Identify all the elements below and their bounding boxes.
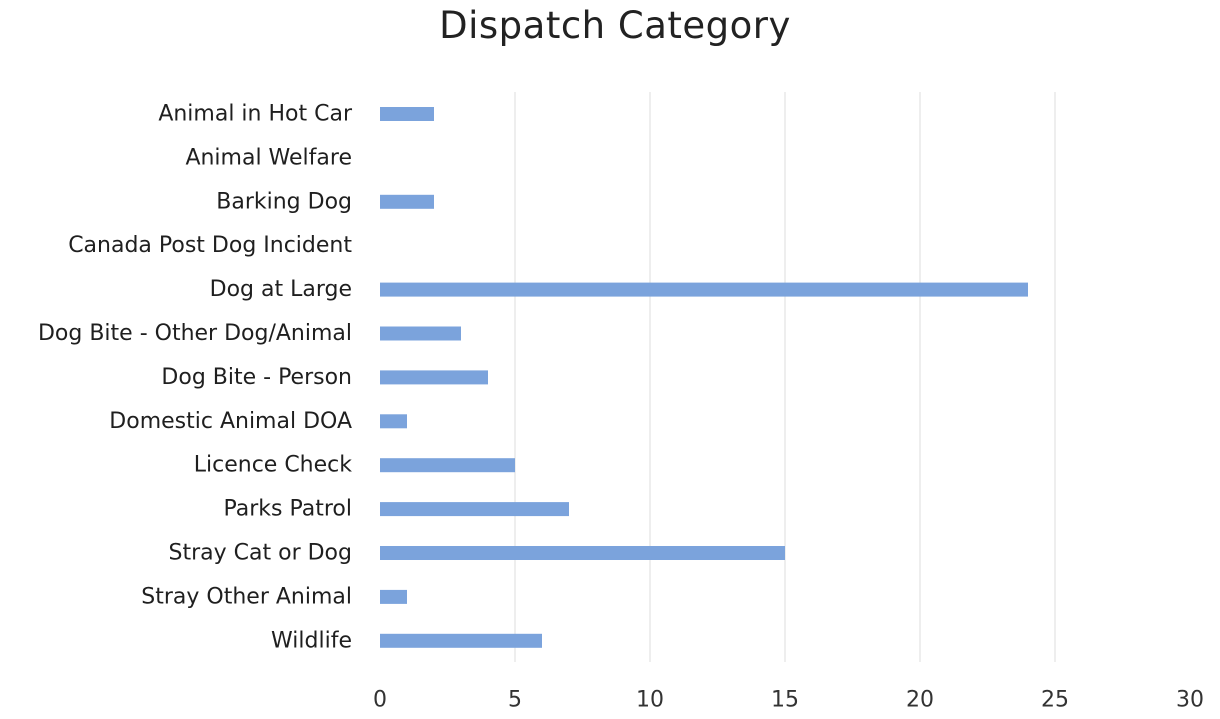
x-tick-label-20: 20 bbox=[906, 688, 934, 713]
category-label-barking-dog: Barking Dog bbox=[216, 189, 352, 214]
category-label-dog-bite-other-dog-animal: Dog Bite - Other Dog/Animal bbox=[38, 321, 352, 346]
bar-dog-at-large bbox=[380, 282, 1028, 297]
category-label-licence-check: Licence Check bbox=[194, 453, 353, 478]
category-label-parks-patrol: Parks Patrol bbox=[223, 497, 352, 522]
bar-animal-in-hot-car bbox=[380, 107, 434, 121]
x-tick-label-0: 0 bbox=[373, 688, 387, 713]
grid-lines bbox=[514, 92, 1056, 662]
category-label-dog-at-large: Dog at Large bbox=[210, 277, 352, 302]
bar-domestic-animal-doa bbox=[380, 414, 407, 429]
bars bbox=[380, 107, 1028, 648]
category-label-dog-bite-person: Dog Bite - Person bbox=[161, 365, 352, 390]
category-labels: Animal in Hot Car Animal Welfare Barking D… bbox=[38, 102, 353, 654]
bar-wildlife bbox=[380, 633, 542, 648]
x-tick-label-10: 10 bbox=[636, 688, 664, 713]
plot-area bbox=[108, 90, 1040, 662]
x-tick-label-25: 25 bbox=[1041, 688, 1069, 713]
bar-parks-patrol bbox=[380, 502, 569, 517]
x-tick-label-15: 15 bbox=[771, 688, 799, 713]
bar-dog-bite-other-dog-animal bbox=[380, 326, 461, 341]
x-axis-tick-labels: 0 5 10 15 20 25 30 bbox=[373, 688, 1204, 713]
category-label-stray-cat-or-dog: Stray Cat or Dog bbox=[169, 541, 352, 566]
category-label-animal-in-hot-car: Animal in Hot Car bbox=[158, 102, 353, 127]
category-label-canada-post-dog-incident: Canada Post Dog Incident bbox=[68, 233, 352, 258]
x-tick-label-5: 5 bbox=[508, 688, 522, 713]
category-label-wildlife: Wildlife bbox=[271, 628, 352, 653]
bar-stray-cat-or-dog bbox=[380, 546, 785, 560]
category-label-stray-other-animal: Stray Other Animal bbox=[141, 584, 352, 609]
bar-licence-check bbox=[380, 458, 515, 473]
bar-barking-dog bbox=[380, 194, 434, 209]
x-tick-label-30: 30 bbox=[1176, 688, 1204, 713]
category-label-animal-welfare: Animal Welfare bbox=[185, 145, 352, 170]
chart-title: Dispatch Category bbox=[439, 4, 791, 47]
bar-stray-other-animal bbox=[380, 589, 407, 604]
bar-dog-bite-person bbox=[380, 370, 488, 385]
category-label-domestic-animal-doa: Domestic Animal DOA bbox=[109, 409, 352, 434]
